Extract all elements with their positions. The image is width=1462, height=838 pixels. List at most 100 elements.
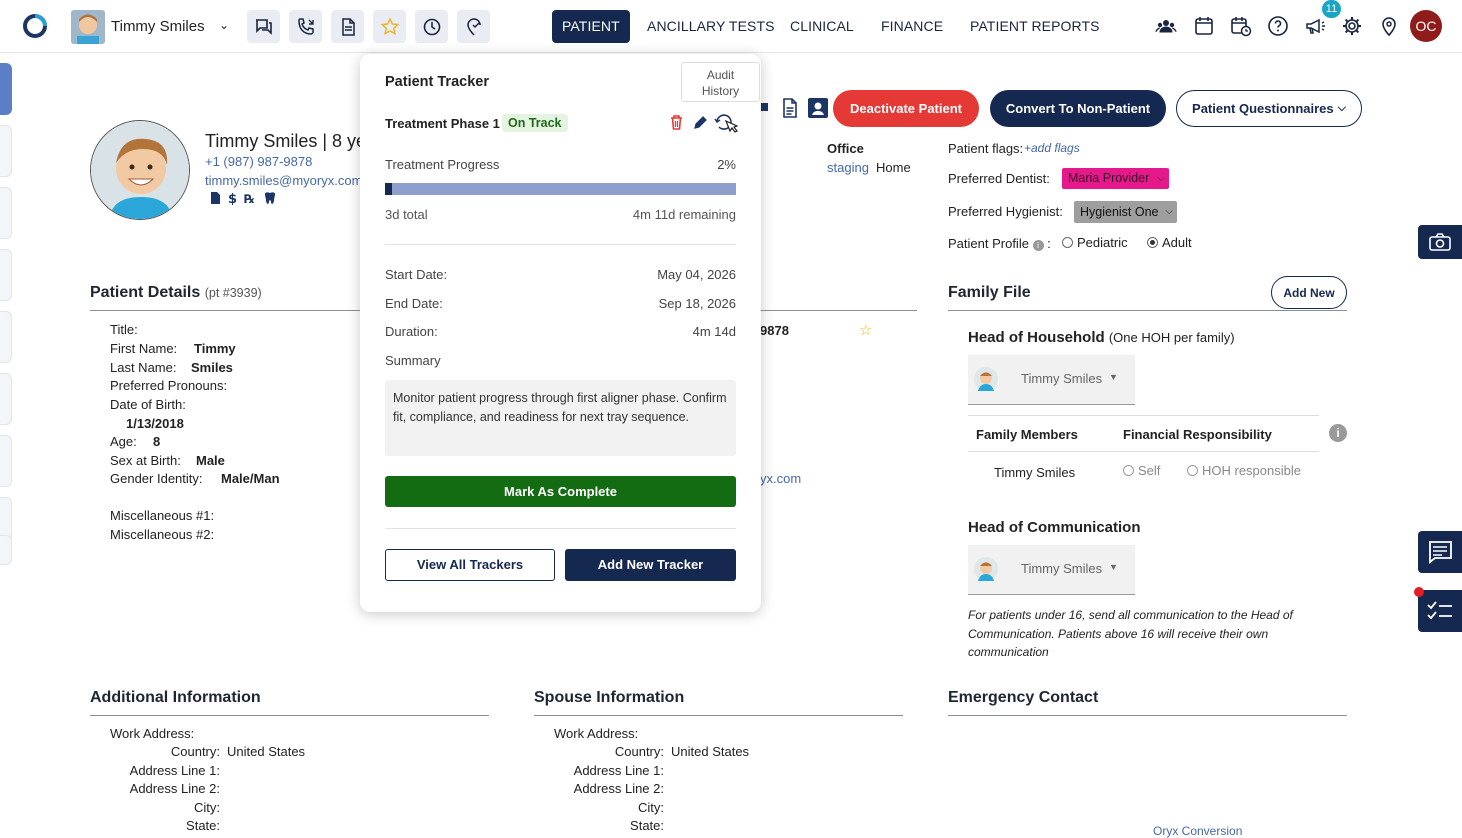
left-rail-item[interactable] <box>0 373 12 425</box>
mark-as-complete-button[interactable]: Mark As Complete <box>385 476 736 507</box>
left-rail-item[interactable] <box>0 249 12 301</box>
address-line1-label: Address Line 1: <box>129 763 220 778</box>
phone-call-icon[interactable] <box>289 10 322 43</box>
task-alert-dot <box>1414 587 1424 597</box>
patient-selector-name: Timmy Smiles <box>111 18 205 35</box>
chevron-down-icon: ⌵ <box>1157 173 1165 184</box>
app-logo[interactable] <box>22 13 48 39</box>
preferred-dentist-label: Preferred Dentist: <box>948 171 1050 186</box>
tooth-icon[interactable] <box>264 191 276 205</box>
spouse-address-line1-label: Address Line 1: <box>573 763 664 778</box>
convert-to-non-patient-button[interactable]: Convert To Non-Patient <box>990 90 1166 127</box>
users-icon[interactable] <box>1153 13 1179 39</box>
patient-questionnaires-button[interactable]: Patient Questionnaires ⌵ <box>1176 90 1362 127</box>
oryx-conversion-link[interactable]: Oryx Conversion <box>1153 824 1243 838</box>
spouse-country-label: Country: <box>614 744 664 759</box>
profile-option-adult[interactable]: Adult <box>1147 235 1192 250</box>
divider <box>948 715 1347 716</box>
add-new-family-button[interactable]: Add New <box>1271 276 1347 309</box>
favorite-star-icon[interactable]: ☆ <box>859 322 873 339</box>
left-rail-item[interactable] <box>0 187 12 239</box>
location-check-icon[interactable] <box>457 10 490 43</box>
radio-pediatric[interactable] <box>1062 237 1073 248</box>
view-all-trackers-button[interactable]: View All Trackers <box>385 549 555 581</box>
chevron-down-icon: ⌵ <box>1337 102 1346 114</box>
add-flags-link[interactable]: +add flags <box>1024 141 1080 155</box>
patient-selector[interactable]: Timmy Smiles ⌄ <box>71 10 236 44</box>
fin-option-hoh[interactable]: HOH responsible <box>1187 463 1301 478</box>
clock-icon[interactable] <box>415 10 448 43</box>
start-date-value: May 04, 2026 <box>657 267 736 282</box>
chat-icon <box>1429 541 1452 564</box>
camera-icon <box>1429 233 1451 251</box>
audit-history-icon[interactable] <box>714 113 739 142</box>
location-pin-icon[interactable] <box>1376 13 1402 39</box>
dob-value: 1/13/2018 <box>126 416 184 431</box>
misc1-label: Miscellaneous #1: <box>110 508 215 523</box>
hoh-select[interactable]: Timmy Smiles ▼ <box>968 355 1135 405</box>
chevron-down-icon: ⌵ <box>1165 206 1173 217</box>
user-avatar[interactable]: OC <box>1410 10 1442 42</box>
spouse-state-label: State: <box>630 818 664 833</box>
preferred-dentist-select[interactable]: Maria Provider ⌵ <box>1062 168 1169 189</box>
chevron-down-icon: ⌄ <box>219 18 230 32</box>
fin-option-self[interactable]: Self <box>1123 463 1160 478</box>
add-new-tracker-button[interactable]: Add New Tracker <box>565 549 736 581</box>
delete-tracker-icon[interactable] <box>670 115 683 133</box>
doc-icon[interactable] <box>210 191 221 205</box>
office-value[interactable]: staging <box>827 160 869 175</box>
settings-gear-icon[interactable] <box>1339 13 1365 39</box>
chat-button[interactable] <box>1418 531 1462 573</box>
info-icon[interactable]: i <box>1329 424 1347 442</box>
calendar-clock-icon[interactable] <box>1228 13 1254 39</box>
divider <box>968 451 1319 452</box>
tasks-button[interactable] <box>1418 590 1462 632</box>
report-document-icon[interactable] <box>781 98 799 118</box>
print-icon[interactable] <box>756 99 770 117</box>
camera-button[interactable] <box>1418 225 1462 259</box>
tab-patient[interactable]: PATIENT <box>552 10 630 43</box>
patient-phone[interactable]: +1 (987) 987-9878 <box>205 154 313 169</box>
dollar-icon[interactable]: $ <box>227 191 238 205</box>
tab-finance[interactable]: FINANCE <box>881 18 944 34</box>
tab-patient-reports[interactable]: PATIENT REPORTS <box>970 18 1100 34</box>
tab-ancillary-tests[interactable]: ANCILLARY TESTS <box>647 18 775 34</box>
tracker-title: Patient Tracker <box>385 74 489 90</box>
left-rail-item[interactable] <box>0 125 12 177</box>
left-rail-item[interactable] <box>0 435 12 487</box>
office-label: Office <box>827 141 864 156</box>
age-label: Age: <box>110 434 137 449</box>
hoc-select[interactable]: Timmy Smiles ▼ <box>968 545 1135 595</box>
progress-bar-fill <box>385 183 393 195</box>
radio-hoh-responsible[interactable] <box>1187 465 1198 476</box>
help-icon[interactable] <box>1265 13 1291 39</box>
edit-tracker-icon[interactable] <box>693 115 708 133</box>
radio-self[interactable] <box>1123 465 1134 476</box>
divider <box>760 310 917 311</box>
deactivate-patient-button[interactable]: Deactivate Patient <box>833 90 979 127</box>
age-value: 8 <box>153 434 161 449</box>
megaphone-icon[interactable] <box>1302 13 1328 39</box>
dob-label: Date of Birth: <box>110 397 186 412</box>
patient-avatar <box>71 10 105 44</box>
profile-option-pediatric[interactable]: Pediatric <box>1062 235 1128 250</box>
prescription-icon[interactable]: ℞ <box>244 191 258 205</box>
last-name-label: Last Name: <box>110 360 177 375</box>
left-rail-item[interactable] <box>0 311 12 363</box>
preferred-dentist-value: Maria Provider <box>1068 171 1150 185</box>
pronouns-label: Preferred Pronouns: <box>110 378 228 393</box>
star-icon[interactable] <box>373 10 406 43</box>
preferred-hygienist-label: Preferred Hygienist: <box>948 204 1063 219</box>
contact-card-icon[interactable] <box>807 97 829 119</box>
calendar-icon[interactable] <box>1191 13 1217 39</box>
radio-adult[interactable] <box>1147 237 1158 248</box>
summary-label: Summary <box>385 353 441 368</box>
tab-clinical[interactable]: CLINICAL <box>790 18 854 34</box>
document-icon[interactable] <box>331 10 364 43</box>
preferred-hygienist-select[interactable]: Hygienist One ⌵ <box>1074 201 1177 223</box>
patient-email[interactable]: timmy.smiles@myoryx.com <box>205 173 363 188</box>
messages-icon[interactable] <box>247 10 280 43</box>
left-rail-active[interactable] <box>0 63 12 115</box>
contact-email-partial[interactable]: yx.com <box>760 471 802 486</box>
left-rail-item[interactable] <box>0 535 12 565</box>
